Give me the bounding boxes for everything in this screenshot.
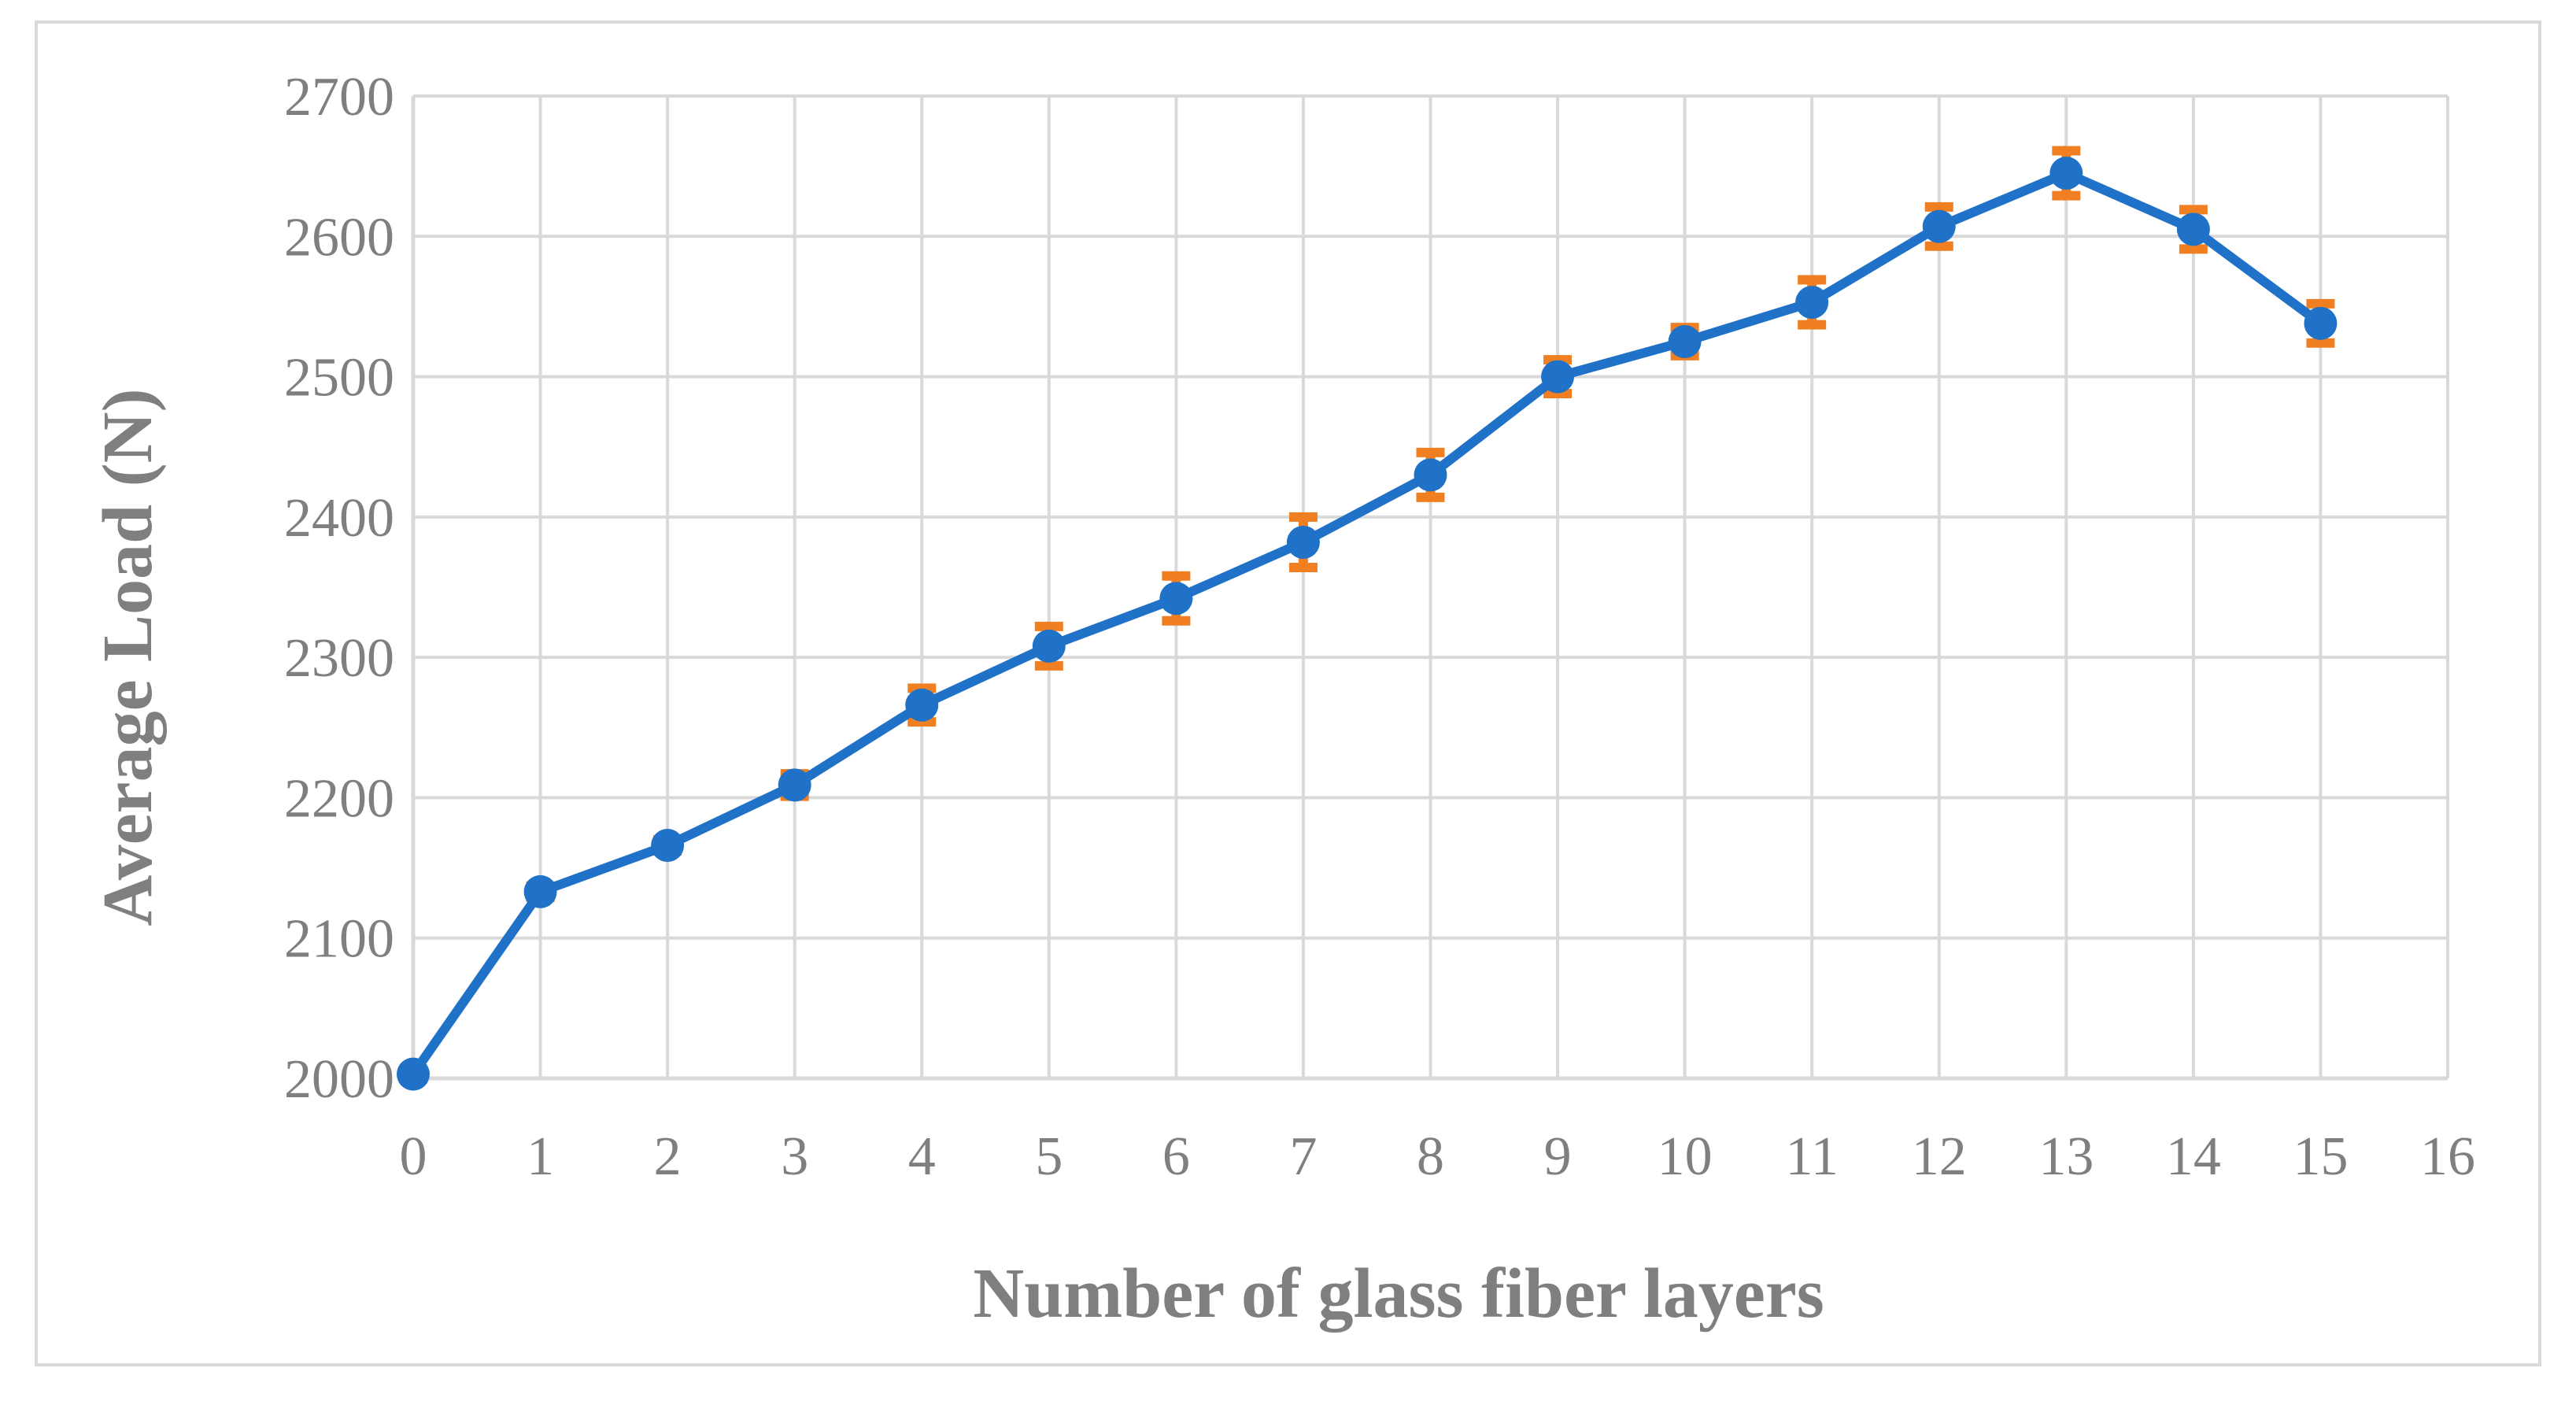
y-tick-label: 2400	[284, 488, 394, 549]
data-point	[905, 688, 939, 722]
data-point	[523, 874, 557, 908]
tick-labels: 0 1 2 3 4 5 6 7 8 9 10 11 12 13 14 15 162000210022002300…	[284, 67, 2475, 1187]
data-point	[2049, 157, 2083, 190]
x-tick-label: 16	[2420, 1126, 2475, 1187]
x-tick-label: 4	[908, 1126, 936, 1187]
data-series	[397, 146, 2338, 1091]
grid-lines	[412, 94, 2449, 1080]
x-axis-title: Number of glass fiber layers	[973, 1255, 1824, 1333]
x-tick-label: 6	[1162, 1126, 1190, 1187]
data-point	[2304, 306, 2338, 340]
data-point	[1286, 525, 1320, 559]
y-tick-label: 2700	[284, 67, 394, 128]
data-point	[2176, 213, 2210, 246]
x-tick-label: 7	[1289, 1126, 1317, 1187]
y-tick-label: 2600	[284, 207, 394, 268]
data-point	[1922, 209, 1956, 243]
x-tick-label: 13	[2038, 1126, 2094, 1187]
x-tick-label: 8	[1417, 1126, 1444, 1187]
data-point	[1159, 582, 1193, 616]
x-tick-label: 0	[400, 1126, 427, 1187]
data-point	[651, 829, 685, 863]
axes	[411, 96, 2448, 1081]
x-tick-label: 10	[1658, 1126, 1713, 1187]
x-tick-label: 15	[2293, 1126, 2348, 1187]
x-tick-label: 2	[654, 1126, 682, 1187]
x-tick-label: 9	[1544, 1126, 1572, 1187]
axis-titles: Number of glass fiber layers Average Loa…	[89, 388, 1824, 1333]
x-tick-label: 14	[2166, 1126, 2221, 1187]
y-tick-label: 2200	[284, 768, 394, 829]
data-point	[1668, 325, 1702, 358]
x-tick-label: 1	[527, 1126, 554, 1187]
series-line	[408, 168, 2326, 1079]
data-point	[778, 768, 811, 802]
data-point	[1414, 458, 1447, 492]
chart-frame	[35, 20, 2541, 1366]
data-point	[1541, 360, 1575, 394]
data-point	[1032, 629, 1066, 663]
y-axis-title: Average Load (N)	[89, 388, 167, 926]
data-point	[397, 1057, 430, 1091]
y-tick-label: 2500	[284, 348, 394, 409]
y-tick-label: 2100	[284, 909, 394, 970]
x-tick-label: 3	[781, 1126, 808, 1187]
data-point	[1795, 286, 1829, 320]
y-tick-label: 2000	[284, 1049, 394, 1110]
x-tick-label: 5	[1035, 1126, 1063, 1187]
x-tick-label: 11	[1785, 1126, 1838, 1187]
y-tick-label: 2300	[284, 628, 394, 689]
x-tick-label: 12	[1912, 1126, 1967, 1187]
